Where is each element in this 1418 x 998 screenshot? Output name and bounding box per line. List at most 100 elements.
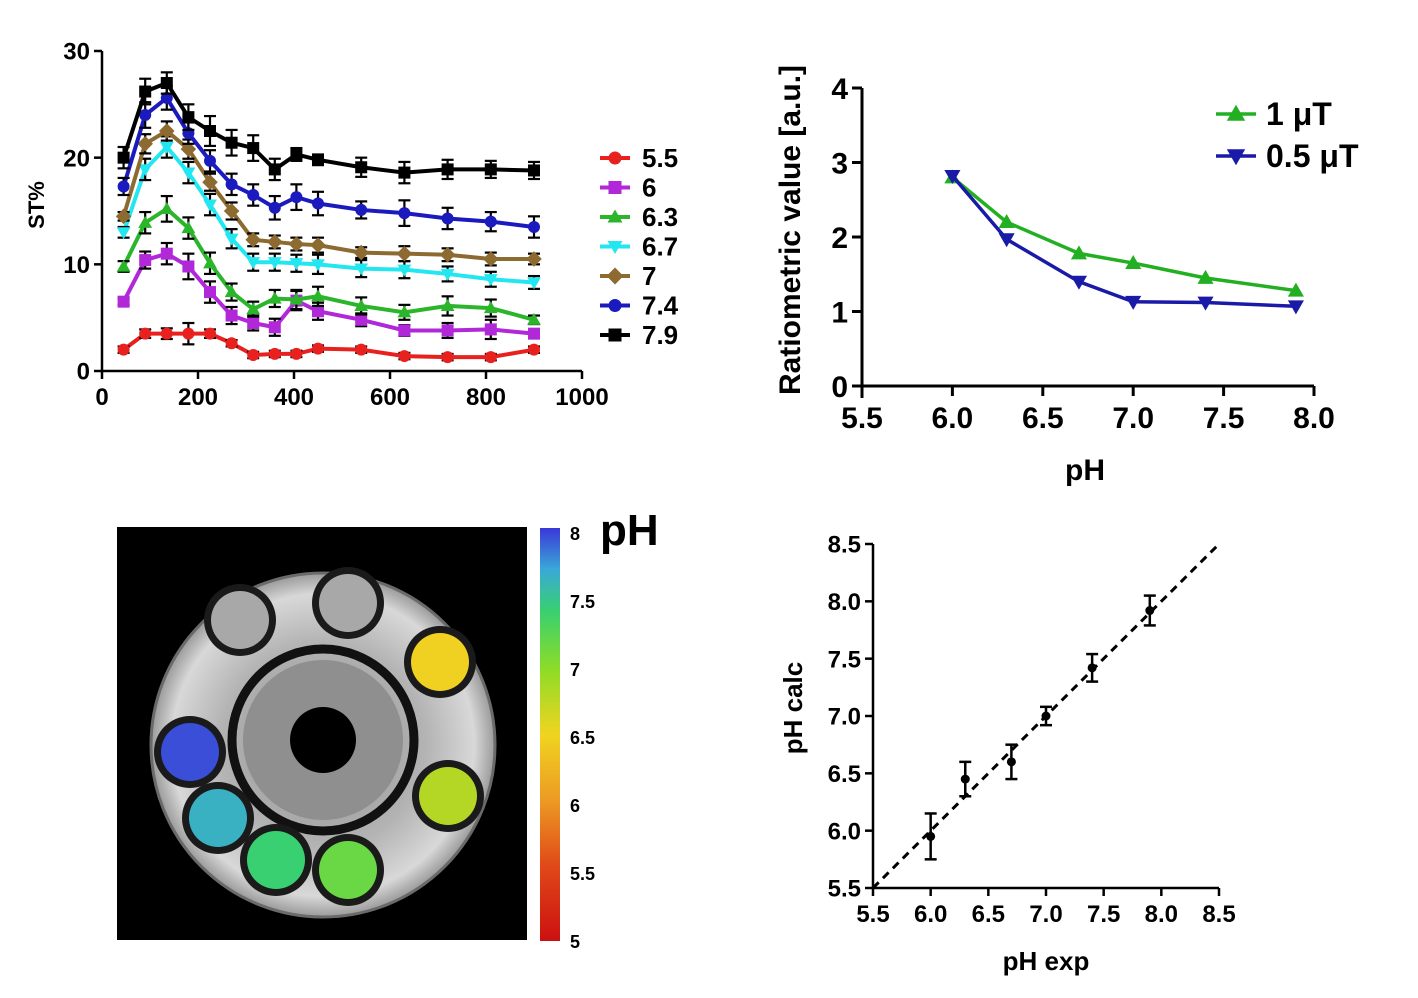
st-percent-point [355,161,368,174]
ratiometric-x-tick-label: 6.0 [932,402,974,435]
st-percent-point [441,324,454,337]
st-percent-legend-label: 6.3 [642,202,678,232]
ratiometric-legend-marker [1226,104,1246,121]
colorbar-tick-label: 8 [570,524,580,544]
ph-calibration-x-tick-label: 8.5 [1202,901,1235,928]
st-percent-x-tick-label: 200 [178,384,218,411]
st-percent-point [224,233,239,246]
ph-calibration-chart: 5.5 6.0 6.5 7.0 7.5 8.0 8.5 5.5 6.0 6.5 7.0 7.5 8.0 8… [778,532,1236,976]
colorbar [540,528,560,941]
ph-calibration-x-tick-label: 6.0 [914,901,947,928]
st-percent-y-axis-label: ST% [24,181,49,229]
ratiometric-x-axis-label: pH [1065,454,1105,487]
ratiometric-y-tick-label: 4 [831,73,848,106]
st-percent-point [202,174,218,190]
st-percent-x-tick-label: 800 [466,384,506,411]
st-percent-point [139,254,152,267]
st-percent-point [159,141,174,154]
st-percent-point [526,251,542,267]
phantom-center-hole [290,707,356,773]
st-percent-point [527,312,541,325]
st-percent-legend-marker [608,299,622,312]
ratiometric-legend-label: 1 μT [1266,96,1332,132]
vial [312,567,384,639]
vial-ph-fill [419,767,477,825]
st-percent-axes: 0 200 400 600 800 1000 0 10 20 30 [63,39,608,411]
st-percent-point [528,327,540,340]
st-percent-point [355,343,368,356]
st-percent-point [312,305,324,318]
ph-calibration-y-tick-label: 6.5 [828,761,861,788]
ph-calibration-x-tick-label: 8.0 [1145,901,1178,928]
st-percent-point [225,337,238,350]
ratiometric-point [998,233,1015,248]
ph-calibration-marker [1145,606,1155,616]
st-percent-point [181,221,196,234]
ratiometric-point [1287,282,1304,297]
st-percent-point [268,201,281,214]
st-percent-point [290,191,303,204]
st-percent-point [268,163,281,176]
st-percent-point [204,125,216,137]
ratiometric-x-tick-label: 8.0 [1293,402,1335,435]
st-percent-point [288,236,305,252]
vial-ph-fill [247,831,305,889]
ph-calibration-point [1143,594,1156,627]
st-percent-point [441,163,454,176]
ratiometric-point [1197,269,1214,284]
st-percent-point [225,136,238,149]
st-percent-point [528,164,540,177]
ph-calibration-points [871,542,1221,890]
st-percent-legend-marker [607,240,623,254]
st-percent-point [138,164,153,177]
st-percent-series-5.5 [117,321,540,364]
colorbar-tick-label: 5 [570,932,580,952]
st-percent-point [246,302,261,315]
ratiometric-legend-entry: 1 μT [1216,96,1332,132]
st-percent-point [267,291,282,304]
st-percent-point [398,350,411,363]
ph-calibration-y-tick-label: 5.5 [828,876,861,903]
st-percent-legend-label: 7.9 [642,320,678,350]
st-percent-point [159,123,175,139]
ph-calibration-point [959,760,972,798]
ph-calibration-marker [1041,711,1051,721]
st-percent-point [182,260,195,273]
ratiometric-legend-entry: 0.5 μT [1216,138,1359,174]
ph-calibration-y-tick-label: 8.5 [828,532,861,559]
st-percent-x-tick-label: 1000 [555,384,608,411]
st-percent-point [268,321,281,334]
st-percent-y-tick-label: 20 [63,145,90,172]
st-percent-point [137,136,153,152]
st-percent-series-6.3 [116,194,541,326]
st-percent-legend-label: 5.5 [642,143,678,173]
st-percent-point [267,257,282,270]
st-percent-point [289,292,304,305]
st-percent-point [115,208,132,225]
ph-calibration-x-tick-label: 7.5 [1087,901,1120,928]
st-percent-point [397,305,412,318]
vial [182,782,254,854]
ph-calibration-point [1040,705,1052,727]
ph-calibration-marker [1087,663,1097,673]
ph-calibration-marker [1006,757,1016,767]
st-percent-point [441,351,454,364]
st-percent-point [139,327,152,340]
st-percent-point [483,251,499,267]
st-percent-point [204,154,216,167]
st-percent-point [441,212,454,225]
colorbar-ticks: 8 7.5 7 6.5 6 5.5 5 [570,524,595,952]
vial [154,716,226,788]
st-percent-point [247,189,260,201]
st-percent-point [223,203,240,219]
colorbar-tick-label: 7 [570,660,580,680]
ph-calibration-marker [926,831,936,841]
st-percent-point [182,327,195,340]
ph-calibration-point [1005,743,1018,781]
st-percent-point [398,166,411,179]
st-percent-legend-marker [608,328,622,342]
ratiometric-y-tick-label: 1 [831,296,848,329]
st-percent-series-6.7 [116,135,541,290]
